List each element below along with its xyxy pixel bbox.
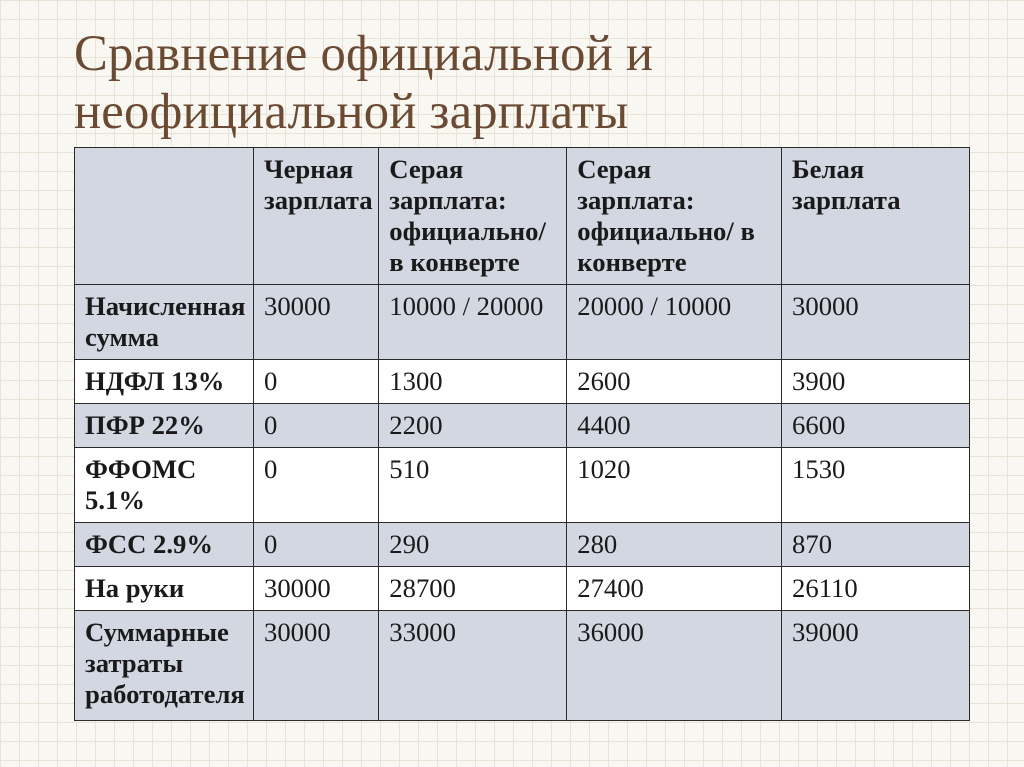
table-cell: 1300 bbox=[379, 359, 567, 403]
table-cell: 30000 bbox=[254, 610, 379, 720]
table-cell: 36000 bbox=[567, 610, 782, 720]
table-cell: 30000 bbox=[254, 284, 379, 359]
table-cell: 30000 bbox=[254, 566, 379, 610]
table-cell: 280 bbox=[567, 522, 782, 566]
row-label: НДФЛ 13% bbox=[75, 359, 254, 403]
table-body: Начисленная сумма3000010000 / 2000020000… bbox=[75, 284, 970, 720]
table-row: ФСС 2.9%0290280870 bbox=[75, 522, 970, 566]
row-label: ПФР 22% bbox=[75, 403, 254, 447]
table-row: Начисленная сумма3000010000 / 2000020000… bbox=[75, 284, 970, 359]
table-cell: 0 bbox=[254, 403, 379, 447]
table-cell: 30000 bbox=[782, 284, 970, 359]
col-header-black: Черная зарплата bbox=[254, 147, 379, 284]
table-cell: 28700 bbox=[379, 566, 567, 610]
row-label: На руки bbox=[75, 566, 254, 610]
table-cell: 1530 bbox=[782, 447, 970, 522]
table-cell: 0 bbox=[254, 447, 379, 522]
row-label: Суммарные затраты работодателя bbox=[75, 610, 254, 720]
table-cell: 26110 bbox=[782, 566, 970, 610]
table-cell: 33000 bbox=[379, 610, 567, 720]
table-cell: 6600 bbox=[782, 403, 970, 447]
table-cell: 2600 bbox=[567, 359, 782, 403]
table-cell: 870 bbox=[782, 522, 970, 566]
table-cell: 0 bbox=[254, 359, 379, 403]
table-row: ФФОМС 5.1%051010201530 bbox=[75, 447, 970, 522]
table-cell: 3900 bbox=[782, 359, 970, 403]
table-cell: 10000 / 20000 bbox=[379, 284, 567, 359]
table-cell: 290 bbox=[379, 522, 567, 566]
table-row: НДФЛ 13%0130026003900 bbox=[75, 359, 970, 403]
table-cell: 27400 bbox=[567, 566, 782, 610]
table-cell: 510 bbox=[379, 447, 567, 522]
table-row: ПФР 22%0220044006600 bbox=[75, 403, 970, 447]
page-title: Сравнение официальной и неофициальной за… bbox=[74, 24, 970, 141]
table-cell: 1020 bbox=[567, 447, 782, 522]
table-row: На руки30000287002740026110 bbox=[75, 566, 970, 610]
salary-comparison-table: Черная зарплата Серая зарплата: официаль… bbox=[74, 147, 970, 721]
col-header-white: Белая зарплата bbox=[782, 147, 970, 284]
row-label: ФФОМС 5.1% bbox=[75, 447, 254, 522]
row-label: ФСС 2.9% bbox=[75, 522, 254, 566]
table-header-row: Черная зарплата Серая зарплата: официаль… bbox=[75, 147, 970, 284]
table-cell: 2200 bbox=[379, 403, 567, 447]
table-row: Суммарные затраты работодателя3000033000… bbox=[75, 610, 970, 720]
row-label: Начисленная сумма bbox=[75, 284, 254, 359]
table-cell: 0 bbox=[254, 522, 379, 566]
table-cell: 39000 bbox=[782, 610, 970, 720]
col-header-gray-1: Серая зарплата: официально/ в конверте bbox=[379, 147, 567, 284]
col-header-empty bbox=[75, 147, 254, 284]
slide: Сравнение официальной и неофициальной за… bbox=[0, 0, 1024, 767]
table-cell: 4400 bbox=[567, 403, 782, 447]
table-cell: 20000 / 10000 bbox=[567, 284, 782, 359]
col-header-gray-2: Серая зарплата: официально/ в конверте bbox=[567, 147, 782, 284]
